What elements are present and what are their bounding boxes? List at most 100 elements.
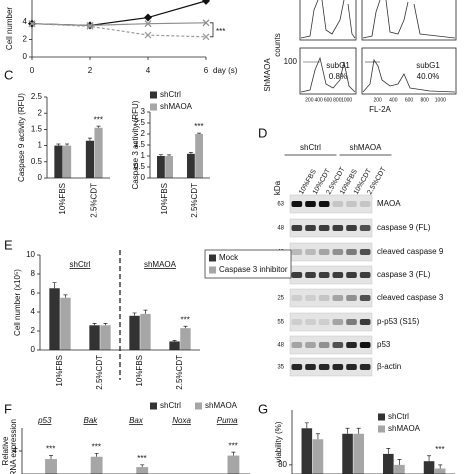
- error-bar: [94, 452, 99, 457]
- panel-label: F: [4, 401, 12, 416]
- kda-label: 25: [277, 296, 284, 302]
- blot-band: [332, 364, 344, 370]
- blot-band: [291, 225, 303, 231]
- blot-band: [305, 342, 316, 348]
- error-bar: [167, 154, 172, 156]
- blot-band: [359, 342, 371, 348]
- y-tick-label: 2.5: [31, 92, 43, 101]
- blot-band: [359, 201, 371, 207]
- legend-label: shCtrl: [388, 412, 409, 421]
- blot-band: [305, 249, 316, 255]
- blot-band: [318, 319, 330, 325]
- kda-label: 63: [277, 202, 284, 208]
- line-series: [31, 0, 207, 27]
- flow-xtick: 800: [333, 97, 342, 103]
- bar: [136, 467, 149, 474]
- point: [86, 22, 94, 29]
- row-label: p-p53 (S15): [377, 317, 420, 326]
- bar: [394, 464, 405, 474]
- error-bar: [397, 459, 402, 465]
- error-bar: [345, 427, 350, 434]
- category-label: 2.5%CDT: [89, 183, 98, 218]
- blot-band: [332, 249, 344, 255]
- error-bar: [96, 125, 101, 128]
- legend-swatch: [378, 413, 385, 421]
- error-bar: [427, 455, 432, 462]
- error-bar: [56, 143, 61, 146]
- bar: [383, 453, 394, 474]
- flow-ytick: 100: [284, 57, 298, 66]
- y-tick-label: 1.5: [134, 140, 146, 149]
- blot-strip: [289, 218, 373, 238]
- blot-band: [291, 319, 303, 325]
- row-label: MAOA: [377, 199, 401, 208]
- flow-box: [299, 0, 357, 41]
- point: [144, 31, 152, 39]
- flow-xtick: 1000: [435, 97, 446, 103]
- point: [202, 33, 210, 41]
- y-axis-label: Relative: [1, 436, 10, 465]
- legend-swatch: [150, 103, 157, 111]
- category-label: 2.5%CDT: [190, 183, 199, 218]
- legend-swatch: [209, 266, 216, 274]
- error-bar: [183, 325, 188, 329]
- blot-band: [318, 272, 330, 278]
- legend-label: shMAOA: [205, 401, 238, 410]
- panel-label: C: [4, 67, 13, 82]
- x-tick-label: 4: [146, 66, 151, 75]
- row-label: cleaved caspase 9: [377, 247, 444, 256]
- blot-band: [291, 364, 303, 370]
- point: [28, 20, 36, 28]
- flow-histogram: [362, 0, 456, 39]
- chart: 0 2 4 6 8 10 Cell number (x10⁵) 10%FBS 2.5%CDT 10…: [13, 249, 292, 390]
- plot-area: [157, 132, 203, 178]
- blot-band: [346, 225, 357, 231]
- legend-swatch: [150, 402, 157, 410]
- bar: [45, 459, 57, 474]
- kda-header: kDa: [273, 180, 282, 195]
- bar: [89, 325, 100, 350]
- flow-box: [361, 47, 457, 95]
- flow-xtick: 600: [405, 97, 414, 103]
- bar: [301, 428, 313, 474]
- legend-box: [204, 249, 292, 279]
- bar: [62, 145, 72, 178]
- annotation: ***: [194, 122, 203, 131]
- group-label: shCtrl: [70, 260, 91, 269]
- y-axis-label: Caspase 9 activity (RFU): [17, 93, 26, 182]
- y-tick-label: 6: [31, 288, 36, 297]
- blot-band: [318, 342, 330, 348]
- row-label: β-actin: [377, 362, 401, 371]
- error-bar: [143, 309, 148, 314]
- bar: [187, 153, 195, 178]
- blot-band: [305, 201, 316, 207]
- flow-xtick: 400: [389, 97, 398, 103]
- plot-area: [45, 451, 240, 474]
- flow-xtick: 800: [420, 97, 429, 103]
- group-label: shMAOA: [349, 143, 382, 152]
- blot-strip: [289, 357, 373, 377]
- y-tick-label: 3: [141, 107, 146, 116]
- blot-band: [346, 249, 357, 255]
- bar: [165, 156, 173, 178]
- blot-band: [346, 319, 357, 325]
- point: [144, 13, 152, 22]
- kda-label: 55: [277, 320, 284, 326]
- y-axis-label: mRNA expression: [9, 419, 18, 474]
- flow-histogram: [300, 56, 356, 93]
- blot-strip: [289, 194, 373, 214]
- panel-label: D: [258, 125, 267, 140]
- bar: [100, 325, 111, 350]
- annotation: ***: [435, 445, 444, 454]
- blot-strip: [289, 242, 373, 262]
- blot-band: [346, 201, 357, 207]
- row-label: cleaved caspase 3: [377, 293, 444, 302]
- error-bar: [315, 433, 320, 440]
- chart: 0 0.5 1 1.5 2 2.5 Caspase 9 activity (RFU) 10%F…: [17, 90, 193, 218]
- blot-band: [346, 295, 357, 301]
- y-tick-label: 0.5: [134, 162, 146, 171]
- legend-label: Caspase 3 inhibitor: [219, 265, 288, 274]
